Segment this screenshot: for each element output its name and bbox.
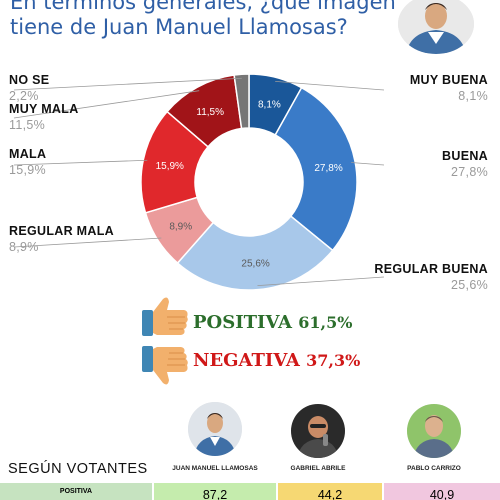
summary-positive: POSITIVA 61,5% xyxy=(193,312,352,333)
slice-label-regular-buena: 25,6% xyxy=(241,259,269,270)
value-muy-buena: 8,1% xyxy=(458,89,488,103)
value-regular-mala: 8,9% xyxy=(9,240,39,254)
row-label-text: POSITIVA xyxy=(59,488,93,495)
positive-value: 61,5% xyxy=(298,313,353,332)
candidate-photo-carrizo xyxy=(407,404,461,458)
negative-label: NEGATIVA xyxy=(193,350,300,371)
row-value-carrizo: 40,9 xyxy=(384,483,500,500)
donut-slices xyxy=(140,73,358,291)
candidate-name-carrizo: PABLO CARRIZO xyxy=(407,465,461,472)
row-value-abrile: 44,2 xyxy=(278,483,382,500)
label-mala: MALA xyxy=(9,147,47,161)
thumbs-up-icon xyxy=(142,297,188,336)
candidate-photo-llamosas xyxy=(188,402,242,456)
leader-line-mala xyxy=(13,159,148,166)
row-value-llamosas: 87,2 xyxy=(154,483,276,500)
value-buena: 27,8% xyxy=(451,165,488,179)
label-muy-buena: MUY BUENA xyxy=(409,73,488,87)
value-regular-buena: 25,6% xyxy=(451,278,488,292)
label-muy-mala: MUY MALA xyxy=(9,102,79,116)
title-line-2: tiene de Juan Manuel Llamosas? xyxy=(10,15,348,39)
label-buena: BUENA xyxy=(442,149,488,163)
llamosas-photo xyxy=(398,0,474,54)
leader-lines xyxy=(13,77,385,287)
candidate-name-llamosas: JUAN MANUEL LLAMOSAS xyxy=(172,465,258,472)
value-abrile: 44,2 xyxy=(317,488,343,500)
voters-heading: SEGÚN VOTANTES xyxy=(8,461,148,477)
leader-line-muy-buena xyxy=(275,80,385,91)
summary-negative: NEGATIVA 37,3% xyxy=(193,350,360,371)
leader-line-no-se xyxy=(13,77,242,91)
positive-label: POSITIVA xyxy=(193,312,292,333)
slice-label-mala: 15,9% xyxy=(156,161,184,172)
label-regular-mala: REGULAR MALA xyxy=(9,224,114,238)
leader-line-buena xyxy=(351,162,385,166)
leader-line-regular-buena xyxy=(257,276,385,287)
row-label-positiva: POSITIVA xyxy=(0,483,152,500)
slice-label-muy-buena: 8,1% xyxy=(258,100,281,111)
value-llamosas: 87,2 xyxy=(202,488,228,500)
title-line-1: En términos generales, ¿qué imagen xyxy=(10,0,396,14)
candidate-name-abrile: GABRIEL ABRILE xyxy=(290,465,346,472)
slice-value-labels: 8,1% 27,8% 25,6% 8,9% 15,9% 11,5% xyxy=(156,100,343,270)
label-regular-buena: REGULAR BUENA xyxy=(374,262,488,276)
leader-line-regular-mala xyxy=(13,237,162,248)
thumbs-down-icon xyxy=(142,346,188,385)
slice-label-regular-mala: 8,9% xyxy=(169,222,192,233)
candidate-photo-abrile xyxy=(291,404,345,458)
slice-regular-buena xyxy=(176,215,334,291)
donut-hole xyxy=(195,128,303,236)
value-carrizo: 40,9 xyxy=(429,488,455,500)
slice-label-buena: 27,8% xyxy=(314,163,342,174)
donut-chart: 8,1% 27,8% 25,6% 8,9% 15,9% 11,5% xyxy=(13,73,385,291)
value-mala: 15,9% xyxy=(9,163,46,177)
value-no-se: 2,2% xyxy=(9,89,39,103)
negative-value: 37,3% xyxy=(306,351,361,370)
label-no-se: NO SE xyxy=(9,73,50,87)
slice-label-muy-mala: 11,5% xyxy=(196,107,224,118)
value-muy-mala: 11,5% xyxy=(9,118,46,132)
leader-line-muy-mala xyxy=(13,90,200,119)
